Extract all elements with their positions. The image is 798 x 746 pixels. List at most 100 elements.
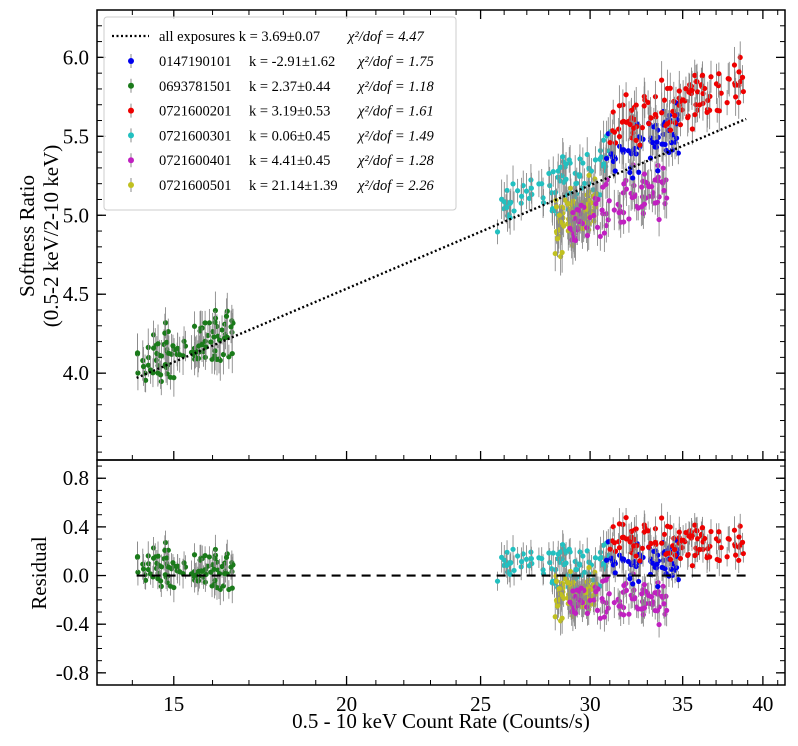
residual-point bbox=[202, 579, 208, 585]
data-point bbox=[608, 151, 614, 157]
data-point bbox=[630, 175, 636, 181]
residual-point bbox=[671, 535, 677, 542]
residual-point bbox=[667, 556, 674, 563]
data-point bbox=[155, 341, 161, 347]
series-0721600301 bbox=[494, 113, 613, 603]
data-point bbox=[611, 207, 617, 213]
data-point bbox=[552, 250, 558, 257]
residual-point bbox=[672, 552, 678, 558]
residual-point bbox=[528, 549, 534, 555]
residual-point bbox=[705, 546, 711, 552]
data-point bbox=[661, 187, 667, 194]
residual-point bbox=[652, 590, 658, 596]
residual-point bbox=[574, 587, 580, 593]
data-point bbox=[220, 351, 227, 358]
legend-box bbox=[103, 16, 457, 211]
residual-point bbox=[664, 523, 671, 529]
residual-point bbox=[659, 515, 665, 521]
residual-point bbox=[572, 610, 579, 616]
residual-point bbox=[567, 599, 573, 605]
data-point bbox=[553, 204, 560, 210]
data-point bbox=[560, 154, 566, 160]
residual-point bbox=[637, 558, 643, 564]
residual-point bbox=[228, 564, 234, 570]
residual-point bbox=[662, 566, 668, 572]
residual-point bbox=[212, 555, 218, 561]
residual-point bbox=[587, 597, 593, 603]
legend-k-0147190101: k = -2.91±1.62 bbox=[249, 54, 335, 70]
data-point bbox=[580, 160, 586, 166]
residual-point bbox=[654, 561, 660, 567]
data-point bbox=[155, 370, 161, 376]
data-point bbox=[594, 224, 601, 230]
data-point bbox=[655, 168, 661, 174]
residual-point bbox=[597, 615, 603, 621]
legend-chi-0147190101: χ²/dof = 1.75 bbox=[356, 54, 434, 70]
legend-chi-0721600201: χ²/dof = 1.61 bbox=[356, 104, 434, 120]
residual-point bbox=[685, 552, 691, 559]
legend-label-0721600401: 0721600401 bbox=[159, 153, 232, 169]
data-point bbox=[668, 140, 675, 146]
residual-point bbox=[171, 584, 177, 591]
data-point bbox=[578, 202, 584, 208]
residual-point bbox=[616, 521, 623, 527]
data-point bbox=[581, 180, 588, 187]
data-point bbox=[504, 187, 510, 194]
data-point bbox=[216, 356, 222, 362]
residual-point bbox=[640, 612, 646, 618]
data-point bbox=[616, 126, 622, 132]
data-point bbox=[572, 237, 579, 244]
x-tick-label: 25 bbox=[470, 692, 491, 716]
data-point bbox=[494, 229, 501, 235]
residual-point bbox=[716, 529, 722, 535]
data-point bbox=[601, 161, 607, 167]
residual-point bbox=[641, 605, 648, 611]
residual-point bbox=[181, 560, 187, 566]
data-point bbox=[664, 121, 670, 127]
residual-point bbox=[656, 621, 662, 628]
data-point bbox=[733, 94, 739, 100]
data-point bbox=[620, 190, 626, 196]
data-point bbox=[659, 110, 665, 116]
residual-point bbox=[219, 563, 225, 570]
data-point bbox=[587, 214, 593, 221]
residual-point bbox=[736, 557, 742, 563]
residual-point bbox=[572, 558, 578, 565]
data-point bbox=[694, 89, 701, 95]
data-point bbox=[603, 155, 610, 162]
residual-point bbox=[676, 529, 682, 535]
residual-point bbox=[699, 524, 706, 531]
data-point bbox=[567, 225, 573, 231]
residual-point bbox=[673, 564, 680, 571]
data-point bbox=[196, 343, 202, 349]
data-point bbox=[641, 201, 648, 207]
data-point bbox=[635, 205, 641, 211]
data-point bbox=[223, 313, 230, 319]
data-point bbox=[570, 209, 576, 216]
data-point bbox=[616, 103, 623, 109]
residual-point bbox=[557, 549, 564, 555]
y-tick-label: 0.0 bbox=[63, 564, 89, 588]
data-point bbox=[573, 180, 579, 187]
residual-point bbox=[162, 539, 169, 546]
legend-chi-0721600501: χ²/dof = 2.26 bbox=[356, 178, 434, 194]
residual-point bbox=[528, 556, 534, 562]
data-point bbox=[181, 338, 187, 344]
data-point bbox=[511, 208, 517, 214]
x-tick-label: 15 bbox=[163, 692, 184, 716]
residual-point bbox=[605, 605, 611, 611]
data-point bbox=[567, 185, 574, 191]
legend-swatch-0147190101 bbox=[128, 58, 134, 64]
data-point bbox=[646, 120, 652, 127]
data-point bbox=[610, 109, 616, 115]
data-point bbox=[565, 201, 571, 207]
data-point bbox=[641, 103, 647, 109]
data-point bbox=[731, 62, 738, 68]
data-point bbox=[605, 131, 611, 137]
data-point bbox=[696, 102, 703, 108]
residual-point bbox=[621, 612, 627, 618]
data-point bbox=[208, 339, 214, 345]
data-point bbox=[603, 222, 609, 229]
y-tick-label: 5.0 bbox=[63, 203, 89, 227]
data-point bbox=[164, 339, 170, 345]
